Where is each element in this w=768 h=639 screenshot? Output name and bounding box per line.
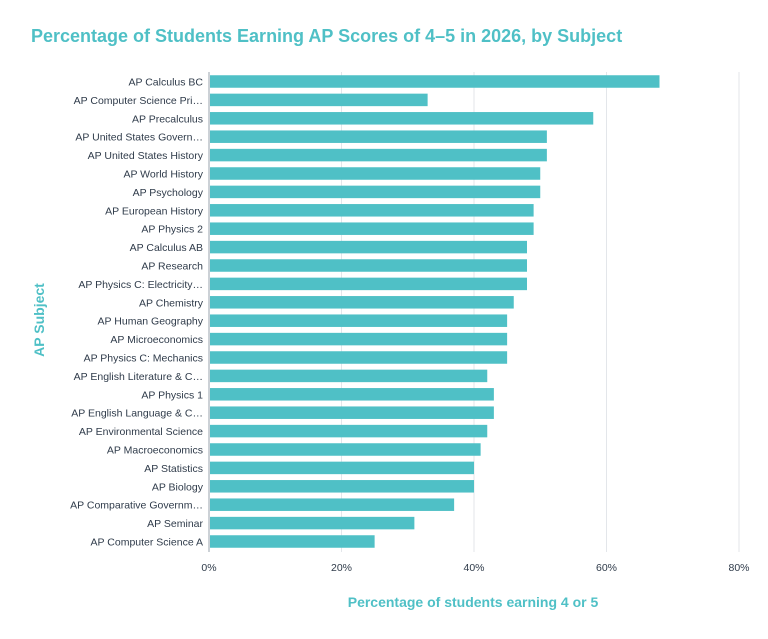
bar xyxy=(210,369,488,383)
x-tick-label: 20% xyxy=(331,562,352,574)
x-tick-labels: 0% 20% 40% 60% 80% xyxy=(201,562,749,574)
category-label: AP World History xyxy=(123,169,203,181)
bar xyxy=(210,461,474,475)
bar xyxy=(210,75,660,88)
bars xyxy=(210,75,660,548)
category-label: AP United States History xyxy=(88,150,204,162)
chart-title: Percentage of Students Earning AP Scores… xyxy=(31,26,623,46)
bar xyxy=(210,443,481,456)
category-label: AP English Language & C… xyxy=(71,408,203,420)
category-label: AP Environmental Science xyxy=(79,426,203,438)
category-label: AP Precalculus xyxy=(132,113,203,125)
x-axis-title: Percentage of students earning 4 or 5 xyxy=(348,594,599,610)
bar xyxy=(210,222,534,235)
category-label: AP European History xyxy=(105,205,204,217)
bar xyxy=(210,535,375,548)
category-label: AP Physics C: Electricity… xyxy=(78,279,203,291)
category-label: AP Computer Science A xyxy=(91,537,203,549)
category-label: AP Microeconomics xyxy=(110,334,203,346)
category-label: AP English Literature & C… xyxy=(74,371,203,383)
gridlines xyxy=(208,72,740,552)
category-label: AP Calculus BC xyxy=(128,77,203,89)
bar xyxy=(210,296,514,309)
y-axis-title: AP Subject xyxy=(31,283,47,357)
category-labels: AP Calculus BC AP Computer Science Pri… AP… xyxy=(70,77,204,549)
bar xyxy=(210,185,541,199)
bar xyxy=(210,148,547,162)
category-label: AP United States Govern… xyxy=(75,132,203,144)
category-label: AP Biology xyxy=(152,481,204,493)
bar xyxy=(210,277,527,291)
category-label: AP Comparative Governm… xyxy=(70,500,203,512)
category-label: AP Macroeconomics xyxy=(107,445,203,457)
bar xyxy=(210,314,508,327)
category-label: AP Human Geography xyxy=(98,316,204,328)
bar xyxy=(210,480,474,493)
category-label: AP Research xyxy=(141,261,203,273)
bar xyxy=(210,240,527,254)
bar xyxy=(210,204,534,217)
category-label: AP Physics 1 xyxy=(141,389,203,401)
category-label: AP Seminar xyxy=(147,518,203,530)
category-label: AP Physics C: Mechanics xyxy=(84,353,203,365)
bar xyxy=(210,167,541,180)
bar xyxy=(210,332,508,346)
bar xyxy=(210,424,488,438)
x-tick-label: 0% xyxy=(201,562,216,574)
bar xyxy=(210,388,494,401)
category-label: AP Chemistry xyxy=(139,297,204,309)
bar xyxy=(210,93,428,107)
bar xyxy=(210,259,527,272)
category-label: AP Calculus AB xyxy=(130,242,203,254)
category-label: AP Psychology xyxy=(133,187,204,199)
category-label: AP Statistics xyxy=(144,463,203,475)
bar xyxy=(210,112,594,125)
x-tick-label: 80% xyxy=(728,562,749,574)
category-label: AP Computer Science Pri… xyxy=(74,95,203,107)
bar xyxy=(210,516,415,530)
x-tick-label: 40% xyxy=(463,562,484,574)
bar xyxy=(210,130,547,143)
bar xyxy=(210,498,455,511)
category-label: AP Physics 2 xyxy=(141,224,203,236)
x-tick-label: 60% xyxy=(596,562,617,574)
bar xyxy=(210,351,508,364)
bar xyxy=(210,406,494,419)
